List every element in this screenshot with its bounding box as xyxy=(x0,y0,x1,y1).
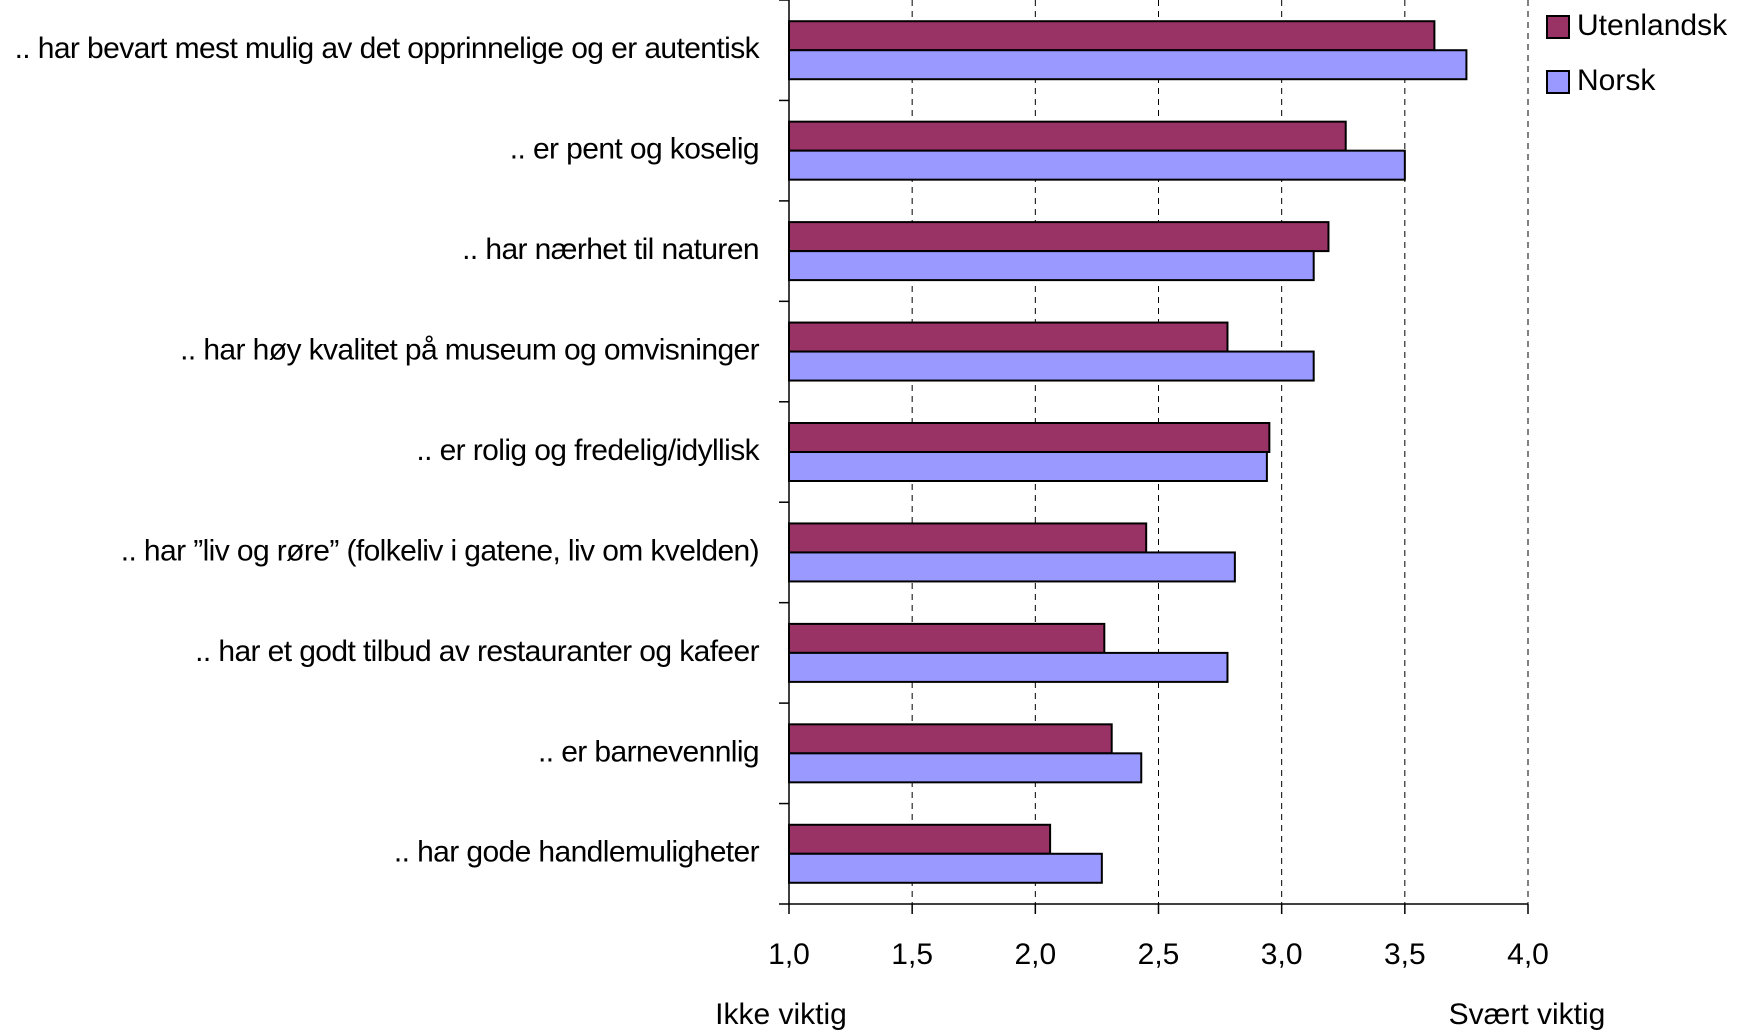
legend-label: Utenlandsk xyxy=(1577,9,1728,42)
bar xyxy=(788,422,1271,453)
x-tick-label: 2,0 xyxy=(1014,938,1056,971)
y-tick-label: .. er pent og koselig xyxy=(510,133,759,166)
bar xyxy=(788,49,1468,81)
x-tick-label: 3,0 xyxy=(1261,938,1303,971)
legend-swatch xyxy=(1546,70,1570,94)
bar xyxy=(788,723,1113,755)
bar xyxy=(788,321,1229,353)
x-tick-label: 4,0 xyxy=(1507,938,1549,971)
bar xyxy=(788,149,1406,181)
bar xyxy=(788,651,1229,683)
y-tick-label: .. er rolig og fredelig/idyllisk xyxy=(416,434,760,467)
bar xyxy=(788,350,1315,382)
x-tick-label: 3,5 xyxy=(1384,938,1426,971)
y-tick-label: .. har bevart mest mulig av det opprinne… xyxy=(15,32,761,65)
y-tick-label: .. er barnevennlig xyxy=(538,735,759,768)
legend-swatch xyxy=(1546,15,1570,39)
y-tick-label: .. har nærhet til naturen xyxy=(462,233,759,266)
axis-note-left: Ikke viktig xyxy=(715,998,847,1031)
bar xyxy=(788,752,1143,784)
x-tick-label: 1,5 xyxy=(891,938,933,971)
bar xyxy=(788,551,1236,583)
bar xyxy=(788,852,1103,884)
bar xyxy=(788,451,1268,482)
y-tick-label: .. har høy kvalitet på museum og omvisni… xyxy=(180,333,759,366)
x-tick-label: 2,5 xyxy=(1138,938,1180,971)
y-tick-label: .. har gode handlemuligheter xyxy=(394,836,760,869)
bar xyxy=(788,20,1436,52)
y-tick-label: .. har et godt tilbud av restauranter og… xyxy=(195,635,759,668)
bar xyxy=(788,250,1315,282)
legend-label: Norsk xyxy=(1577,64,1656,97)
axis-note-right: Svært viktig xyxy=(1449,998,1606,1031)
bar xyxy=(788,622,1106,654)
bar xyxy=(788,221,1330,253)
y-tick-label: .. har ”liv og røre” (folkeliv i gatene,… xyxy=(121,534,759,567)
x-tick-label: 1,0 xyxy=(768,938,810,971)
bar xyxy=(788,522,1148,554)
bar xyxy=(788,120,1347,152)
bar xyxy=(788,823,1052,855)
